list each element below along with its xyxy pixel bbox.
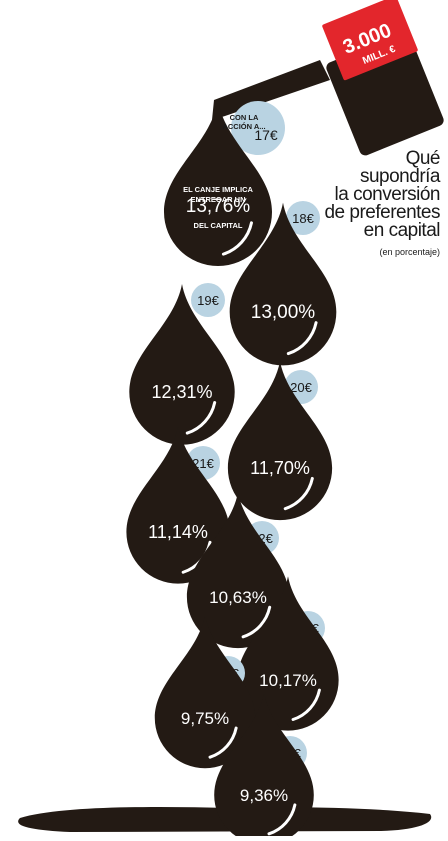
value-label: 11,70% [250, 458, 310, 478]
value-label: 11,14% [148, 522, 208, 542]
drop [227, 361, 333, 521]
drop-highlight [283, 476, 314, 511]
value-label: 9,75% [181, 709, 229, 728]
drop [164, 101, 272, 267]
drop-highlight [286, 321, 318, 356]
drop [237, 576, 339, 731]
drop-highlight [221, 221, 253, 256]
drop-group: 21€ 11,14% [126, 426, 230, 584]
drop-highlight [185, 401, 217, 435]
value-label: 13,00% [251, 302, 316, 323]
value-label: 10,17% [259, 671, 317, 690]
price-label: 19€ [197, 293, 219, 308]
drop-group: 19€ 12,31% [129, 283, 235, 445]
drop-group: 24€9,75% [154, 615, 256, 769]
price-caption: CON LA [230, 113, 259, 122]
price-caption: ACCIÓN A... [222, 122, 265, 131]
price-circle [231, 101, 285, 155]
oil-can: 3.000 MILL. € [212, 0, 444, 156]
drop-highlight [241, 605, 272, 639]
title-line: la conversión [334, 184, 441, 205]
drop [154, 615, 256, 769]
value-label: 9,36% [240, 786, 288, 805]
drop [229, 202, 337, 366]
drop-highlight [267, 803, 297, 836]
can-label [322, 0, 418, 81]
drop-highlight [291, 688, 321, 721]
value-label: 10,63% [209, 588, 267, 607]
drop-highlight [208, 726, 238, 759]
price-label: 21€ [192, 456, 214, 471]
can-spout [212, 60, 330, 120]
chart-subtitle: (en porcentaje) [379, 247, 440, 257]
drop-group: 17€ 13,76% [164, 101, 285, 267]
price-circle [286, 201, 320, 235]
value-label: 13,76% [186, 196, 251, 217]
drops-layer: 17€ 13,76% 18€ 13,00% 19€ 12,31% 20€ 11,70% 21€ 1… [126, 101, 339, 841]
drop-group: 23€10,17% [237, 576, 339, 731]
price-label: 17€ [254, 127, 278, 143]
drop-caption: EL CANJE IMPLICA [183, 185, 253, 194]
value-label: 12,31% [151, 382, 212, 402]
drop-group: 18€ 13,00% [229, 201, 337, 366]
price-label: 20€ [290, 380, 312, 395]
drop [126, 426, 230, 584]
price-label: 18€ [292, 211, 314, 226]
drop-group: 22€10,63% [186, 492, 290, 649]
price-circle [191, 283, 225, 317]
drop [214, 692, 314, 841]
drop-caption: DEL CAPITAL [194, 221, 243, 230]
title-line: de preferentes [324, 202, 440, 223]
drop-group: 25€9,36% [214, 692, 314, 841]
drop [129, 283, 235, 445]
drop-group: 20€ 11,70% [227, 361, 333, 521]
title-line: supondría [359, 166, 441, 187]
drop-caption: ENTREGAR UN [190, 195, 245, 204]
title-line: Qué [405, 148, 441, 169]
chart-title: Qué supondría la conversión de preferent… [324, 148, 441, 258]
drop [186, 492, 290, 649]
title-line: en capital [363, 220, 441, 241]
